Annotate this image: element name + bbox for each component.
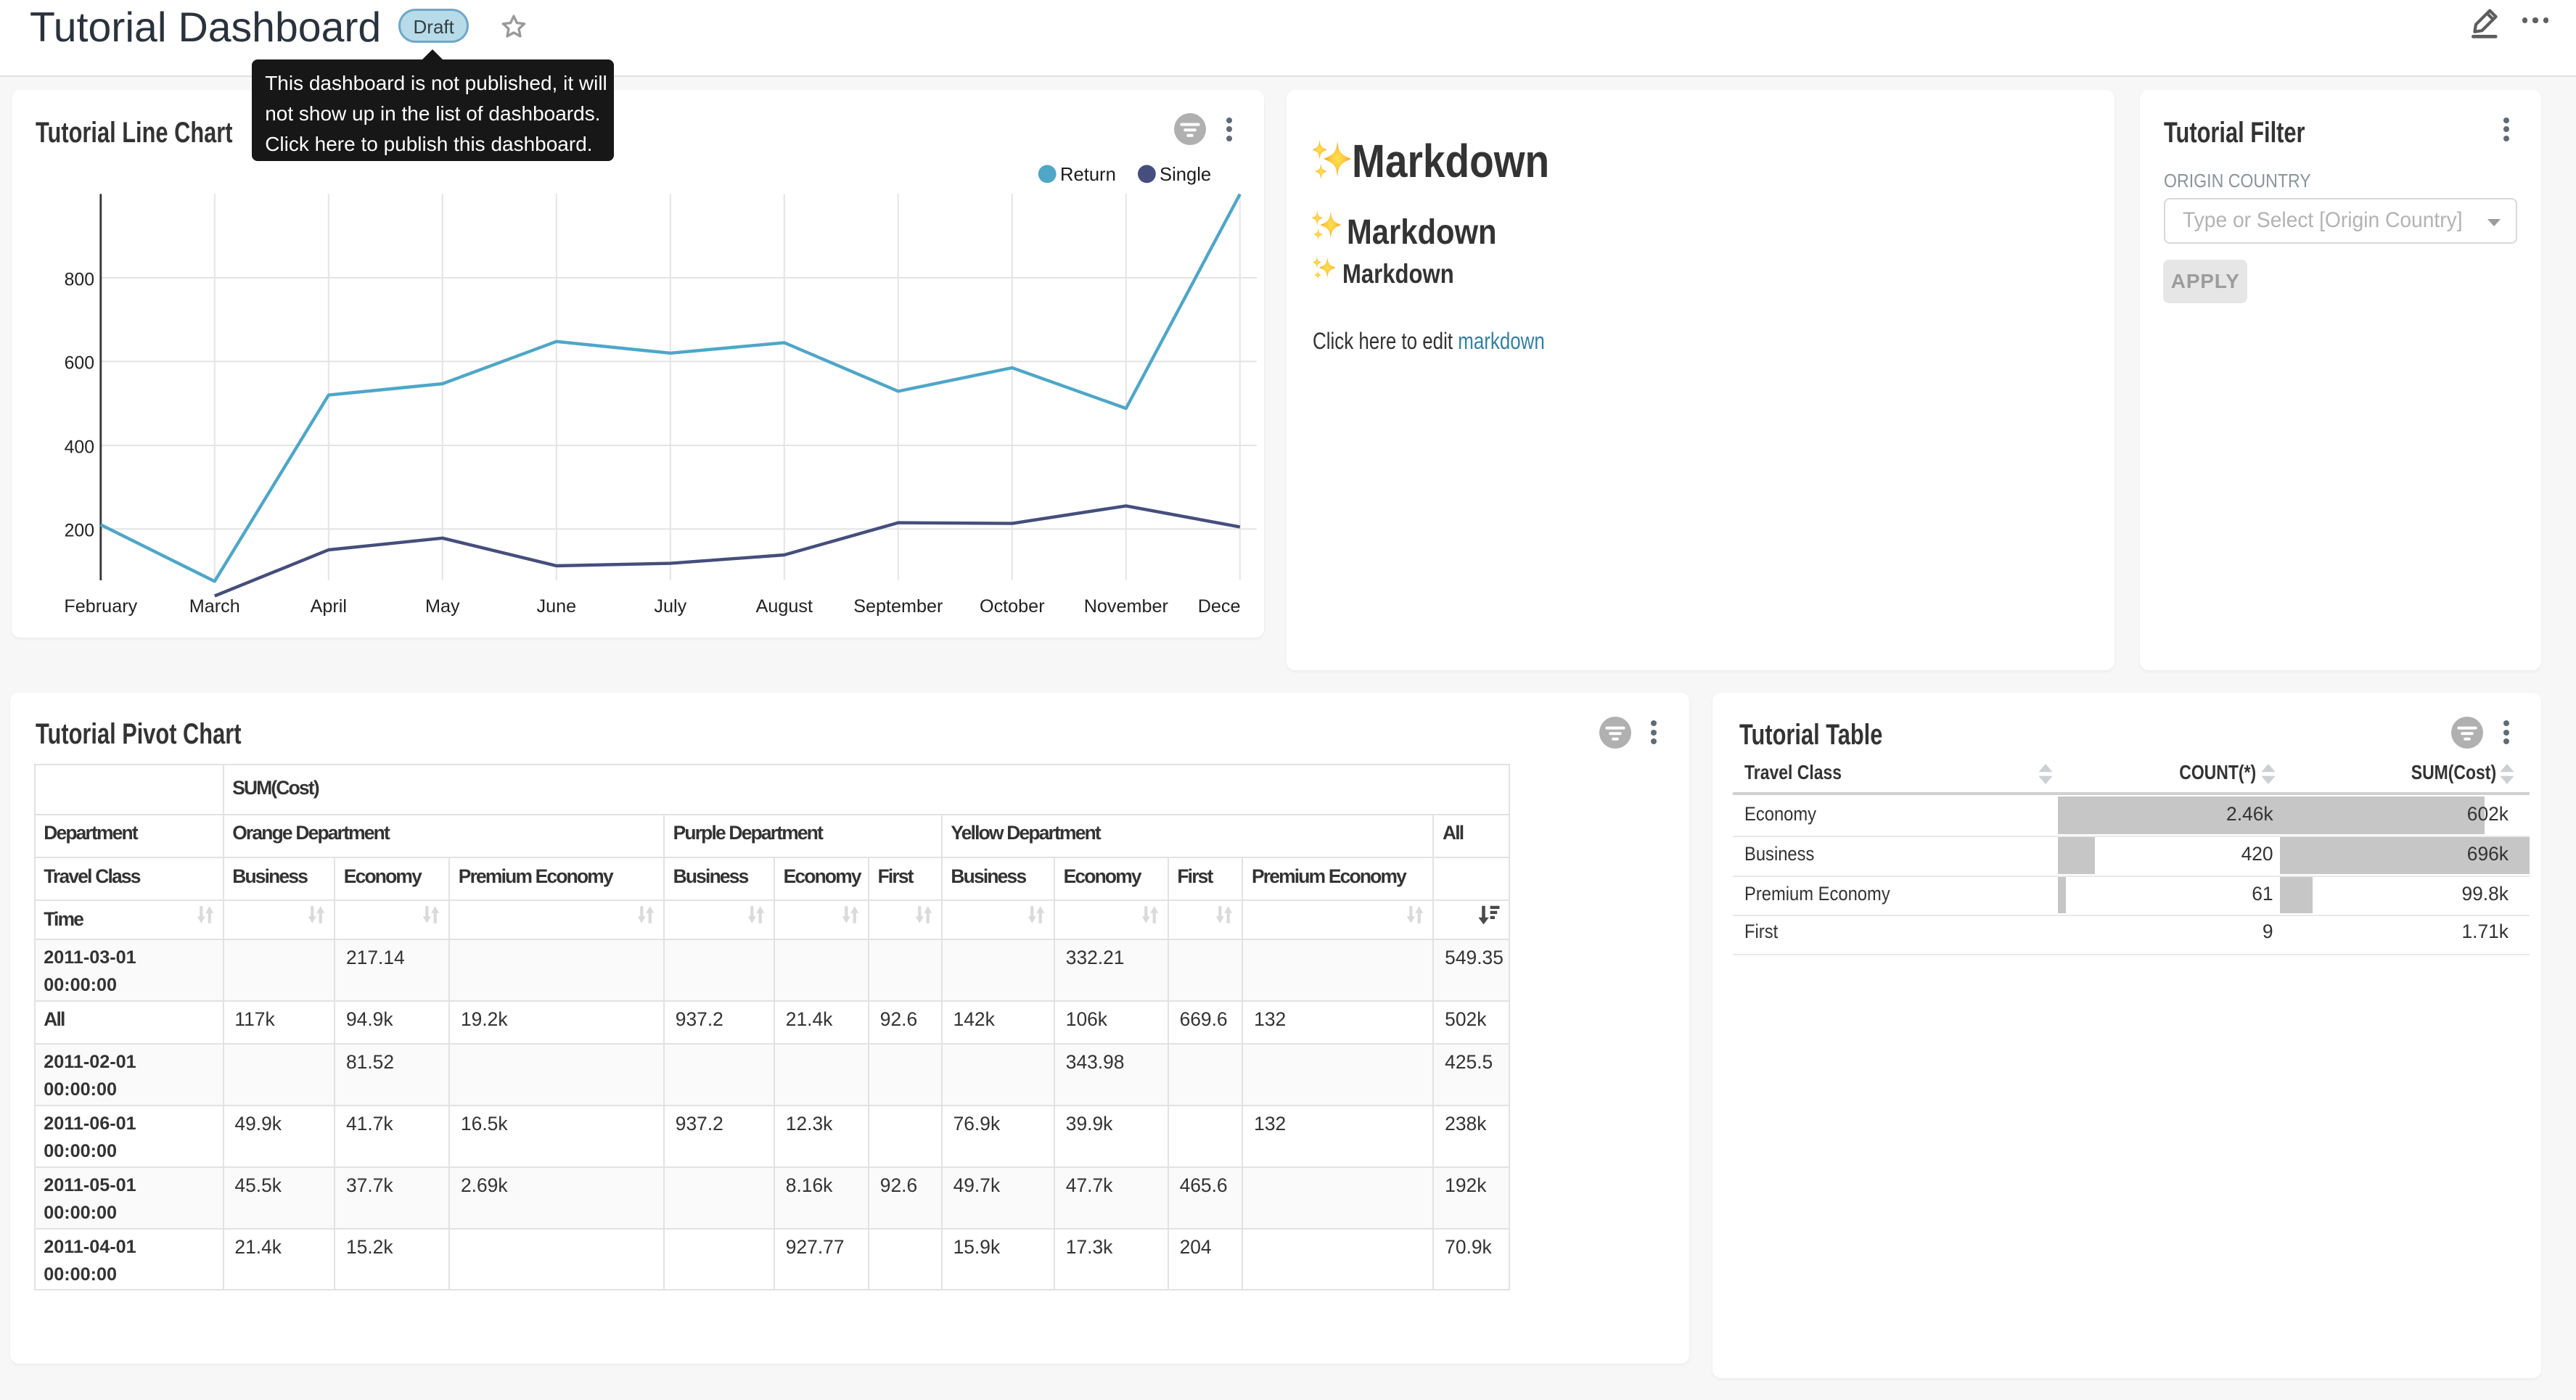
svg-text:October: October [980,596,1045,617]
svg-text:September: September [853,596,943,617]
svg-text:Single: Single [1160,165,1211,185]
svg-text:March: March [189,596,240,617]
svg-text:July: July [654,596,686,617]
svg-text:Return: Return [1060,165,1116,185]
svg-text:400: 400 [65,437,94,457]
svg-text:August: August [756,596,813,617]
svg-text:April: April [311,596,347,617]
svg-text:May: May [425,596,460,617]
svg-text:November: November [1084,596,1168,617]
svg-text:February: February [64,596,137,617]
svg-text:600: 600 [65,354,94,374]
svg-text:June: June [536,596,576,617]
svg-text:800: 800 [65,270,94,289]
svg-text:200: 200 [65,522,94,541]
